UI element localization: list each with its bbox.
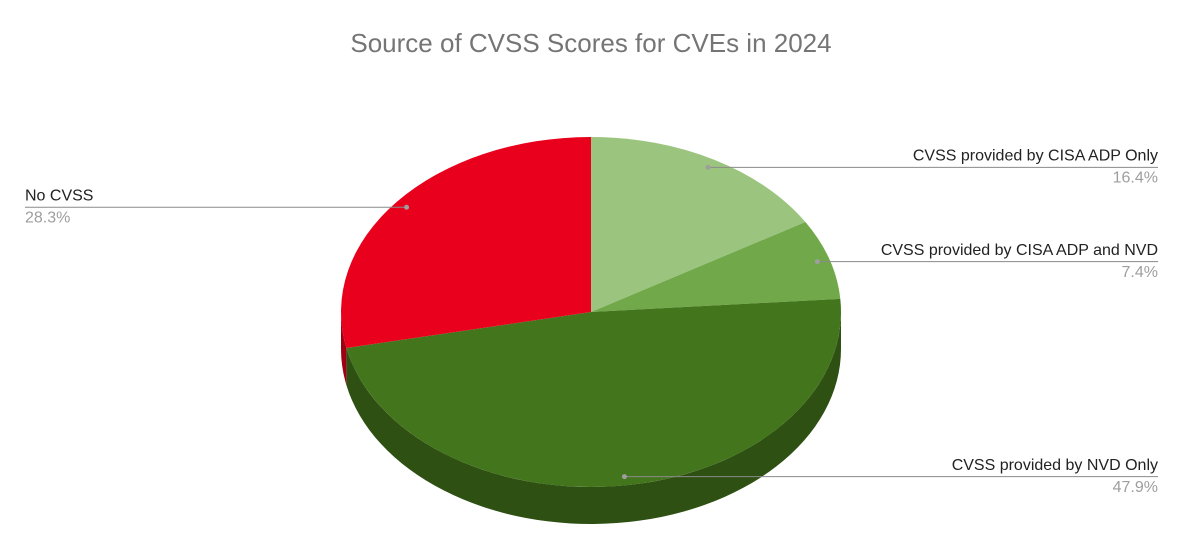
slice-label: CVSS provided by NVD Only [952,457,1158,474]
leader-dot [621,474,627,480]
slice-value-label: 16.4% [1113,170,1158,187]
slice-value-label: 7.4% [1122,264,1158,281]
slice-value-label: 28.3% [25,209,70,226]
slice-side [341,312,347,386]
slice-label: CVSS provided by CISA ADP and NVD [881,242,1158,259]
slice [346,298,841,488]
slice-value-label: 47.9% [1113,479,1158,496]
leader-dot [814,259,820,265]
slice-label: No CVSS [25,187,93,204]
leader-dot [705,164,711,170]
chart-title: Source of CVSS Scores for CVEs in 2024 [350,28,831,58]
slice-label: CVSS provided by CISA ADP Only [913,148,1158,165]
slice [341,137,591,349]
leader-dot [404,204,410,210]
slice [591,221,841,312]
slice [591,137,806,312]
slice-side [346,312,841,524]
